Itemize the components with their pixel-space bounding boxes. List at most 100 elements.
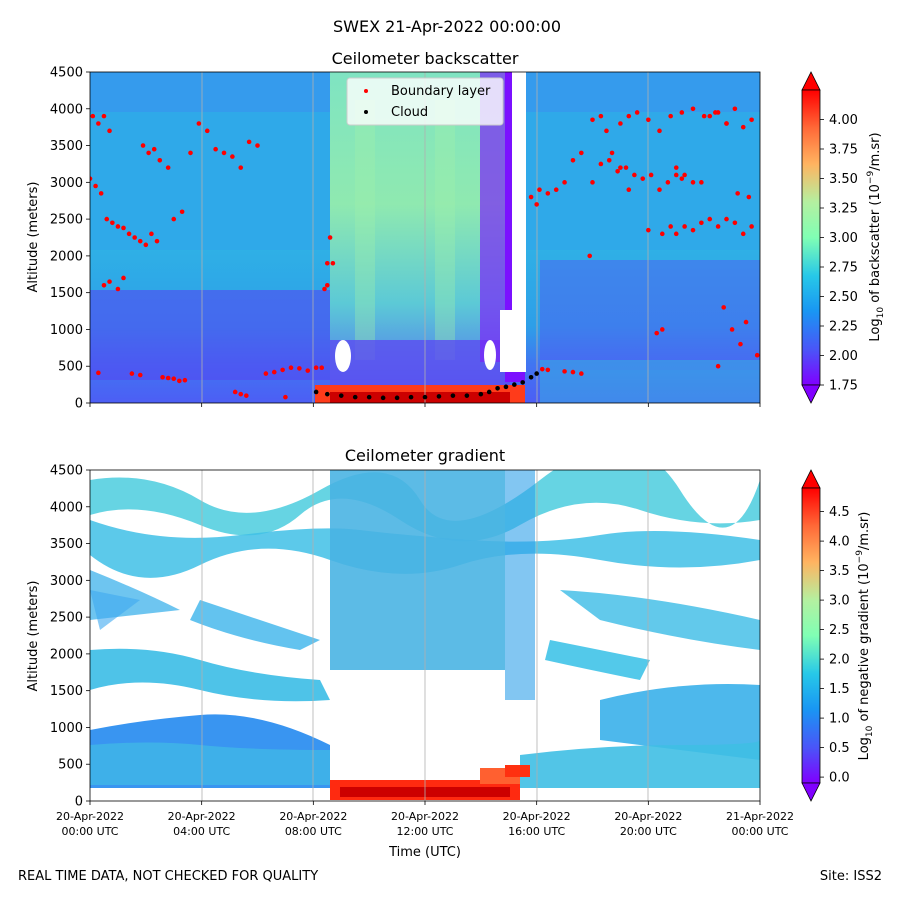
cloud-point (478, 391, 484, 397)
boundary-layer-point (121, 275, 126, 281)
colorbar-tick-label: 3.5 (829, 564, 850, 579)
boundary-layer-point (330, 260, 336, 266)
boundary-layer-point (90, 113, 96, 119)
boundary-layer-point (701, 113, 707, 119)
boundary-layer-point (690, 106, 696, 112)
boundary-layer-point (313, 365, 319, 370)
colorbar-label-part: 10 (876, 307, 886, 319)
boundary-layer-point (659, 327, 665, 332)
boundary-layer-point (609, 150, 615, 156)
boundary-layer-point (182, 377, 188, 383)
boundary-layer-point (151, 146, 157, 152)
gradient-title: Ceilometer gradient (345, 446, 505, 465)
boundary-layer-point (545, 367, 551, 373)
boundary-layer-point (93, 183, 98, 189)
cloud-point (534, 371, 539, 376)
cloud-point (352, 394, 358, 400)
colorbar-tick-label: 4.00 (829, 113, 858, 128)
backscatter-colorbar: 1.75 2.00 2.25 2.50 2.75 3.00 3.25 3.50 3.75 4.00 (801, 71, 858, 404)
cloud-point (486, 389, 492, 395)
boundary-layer-point (196, 121, 202, 126)
colorbar-tick-label: 2.75 (829, 261, 858, 276)
boundary-layer-point (244, 393, 249, 398)
colorbar-tick-label: 3.25 (829, 202, 858, 217)
y-tick-label: 0 (75, 795, 83, 810)
boundary-layer-point (221, 150, 227, 156)
boundary-layer-point (657, 187, 662, 192)
boundary-layer-point (707, 113, 713, 119)
boundary-layer-point (646, 227, 651, 233)
boundary-layer-point (115, 286, 121, 292)
boundary-layer-point (659, 231, 665, 237)
boundary-layer-point (289, 0, 294, 2)
boundary-layer-point (604, 128, 609, 134)
boundary-layer-point (743, 319, 749, 325)
boundary-layer-point (140, 143, 146, 148)
gradient-y-axis: 0 500 1000 1500 2000 2500 3000 3500 4000 4500 (50, 464, 90, 810)
colorbar-tick-label: 2.25 (829, 320, 858, 335)
x-tick-label: 00:00 UTC (731, 825, 788, 838)
quality-disclaimer: REAL TIME DATA, NOT CHECKED FOR QUALITY (18, 869, 319, 884)
colorbar-label-part: Log (857, 737, 872, 760)
boundary-layer-point (690, 227, 696, 233)
boundary-layer-point (288, 365, 294, 370)
x-tick-label: 20-Apr-2022 (56, 810, 124, 823)
gradient-panel: Ceilometer gradient (26, 446, 875, 860)
boundary-layer-point (746, 194, 752, 200)
gradient-vgrid (201, 470, 649, 801)
y-tick-label: 2000 (50, 249, 83, 264)
cloud-point (422, 394, 428, 400)
backscatter-markers (90, 0, 760, 401)
y-tick-label: 3000 (50, 574, 83, 589)
boundary-layer-point (101, 113, 107, 119)
boundary-layer-point (640, 176, 646, 181)
boundary-layer-point (732, 220, 738, 226)
y-tick-label: 4500 (50, 464, 83, 479)
boundary-layer-point (177, 378, 182, 384)
legend-boundary-label: Boundary layer (391, 84, 491, 99)
cloud-point (512, 382, 517, 387)
boundary-layer-point (668, 224, 673, 229)
boundary-layer-point (749, 224, 754, 229)
boundary-layer-point (132, 235, 137, 240)
boundary-layer-point (305, 368, 311, 373)
y-tick-label: 500 (58, 758, 83, 773)
boundary-layer-point (673, 165, 679, 170)
boundary-layer-point (626, 187, 632, 192)
legend-boundary-marker (364, 89, 368, 93)
cloud-point (366, 394, 372, 400)
cloud-point (338, 393, 344, 398)
boundary-layer-point (165, 165, 171, 170)
colorbar-tick-label: 2.0 (829, 653, 850, 668)
boundary-layer-point (646, 117, 651, 123)
cloud-point (436, 394, 442, 399)
boundary-layer-point (673, 172, 679, 178)
colorbar-tick-label: 2.5 (829, 623, 850, 638)
legend-cloud-marker (364, 110, 368, 114)
colorbar-label-part: of backscatter (10 (868, 184, 883, 307)
colorbar-label-part: −9 (866, 171, 876, 185)
boundary-layer-point (160, 374, 165, 380)
boundary-layer-point (699, 220, 704, 226)
boundary-layer-point (673, 231, 679, 237)
boundary-layer-point (322, 286, 327, 292)
gradient-x-label: Time (UTC) (388, 845, 461, 860)
boundary-layer-point (271, 369, 277, 375)
boundary-layer-point (238, 391, 244, 397)
boundary-layer-point (682, 172, 687, 178)
cloud-point (528, 374, 534, 380)
y-tick-label: 1000 (50, 323, 83, 338)
boundary-layer-point (154, 238, 160, 244)
y-tick-label: 1500 (50, 684, 83, 699)
cloud-point (464, 393, 470, 398)
backscatter-panel: Ceilometer backscatter (26, 0, 886, 412)
x-tick-label: 20-Apr-2022 (279, 810, 347, 823)
boundary-layer-point (238, 165, 244, 170)
x-tick-label: 08:00 UTC (285, 825, 342, 838)
x-tick-label: 21-Apr-2022 (726, 810, 794, 823)
y-tick-label: 4000 (50, 102, 83, 117)
boundary-layer-point (107, 128, 112, 134)
boundary-layer-point (732, 106, 738, 112)
boundary-layer-point (598, 113, 604, 119)
boundary-layer-point (590, 117, 595, 123)
